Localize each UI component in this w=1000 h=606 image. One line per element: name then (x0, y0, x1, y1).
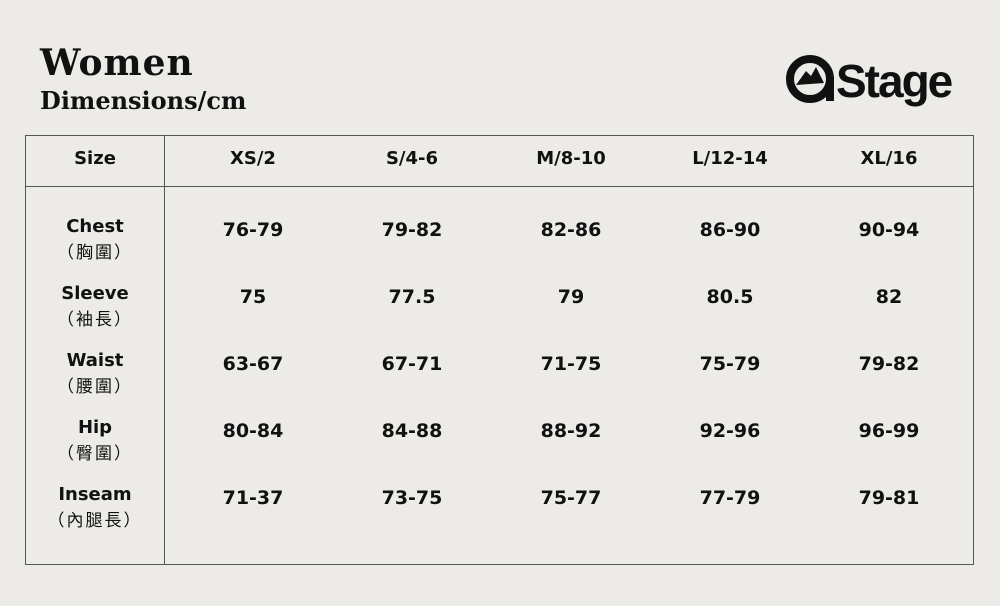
page-subtitle: Dimensions/cm (40, 86, 247, 115)
table-cell: 90-94 (858, 219, 920, 241)
table-cell: 76-79 (222, 219, 284, 241)
logo-text: Stage (836, 55, 953, 107)
column-divider (164, 136, 165, 564)
size-column-header: M/8-10 (536, 148, 606, 169)
table-cell: 79-82 (858, 353, 920, 375)
row-label-zh: （袖長） (57, 310, 133, 330)
table-cell: 63-67 (222, 353, 284, 375)
table-cell: 80-84 (222, 420, 284, 442)
table-cell: 82-86 (540, 219, 602, 241)
row-label: Inseam （內腿長） (26, 482, 164, 534)
row-label-zh: （內腿長） (47, 511, 143, 531)
row-label: Waist （腰圍） (26, 348, 164, 400)
page-title: Women (40, 42, 194, 84)
table-cell: 75-79 (699, 353, 761, 375)
table-cell: 79 (557, 286, 585, 308)
table-cell: 82 (875, 286, 903, 308)
table-cell: 92-96 (699, 420, 761, 442)
mountain-circle-icon (786, 55, 834, 103)
table-cell: 96-99 (858, 420, 920, 442)
size-column-header: XS/2 (230, 148, 276, 169)
row-label-zh: （腰圍） (57, 377, 133, 397)
row-label-en: Waist (66, 350, 124, 371)
table-cell: 77.5 (388, 286, 436, 308)
table-cell: 73-75 (381, 487, 443, 509)
table-cell: 79-82 (381, 219, 443, 241)
table-cell: 86-90 (699, 219, 761, 241)
row-label-zh: （臀圍） (57, 444, 133, 464)
table-cell: 75-77 (540, 487, 602, 509)
table-cell: 71-37 (222, 487, 284, 509)
table-cell: 79-81 (858, 487, 920, 509)
table-cell: 77-79 (699, 487, 761, 509)
size-column-header: S/4-6 (385, 148, 439, 169)
size-column-header: XL/16 (860, 148, 918, 169)
header-divider (26, 186, 973, 187)
row-label-en: Hip (77, 417, 113, 438)
size-column-header: L/12-14 (692, 148, 768, 169)
table-cell: 84-88 (381, 420, 443, 442)
brand-logo: Stage (786, 50, 953, 108)
row-label: Hip （臀圍） (26, 415, 164, 467)
table-cell: 67-71 (381, 353, 443, 375)
table-cell: 88-92 (540, 420, 602, 442)
row-label-en: Inseam (58, 484, 132, 505)
row-label: Sleeve （袖長） (26, 281, 164, 333)
row-label-en: Sleeve (61, 283, 129, 304)
table-cell: 71-75 (540, 353, 602, 375)
size-table: Size XS/2 S/4-6 M/8-10 L/12-14 XL/16 Chest （胸… (25, 135, 974, 565)
size-header: Size (74, 148, 116, 169)
row-label: Chest （胸圍） (26, 214, 164, 266)
row-label-zh: （胸圍） (57, 243, 133, 263)
table-cell: 75 (239, 286, 267, 308)
row-label-en: Chest (66, 216, 124, 237)
table-cell: 80.5 (706, 286, 754, 308)
